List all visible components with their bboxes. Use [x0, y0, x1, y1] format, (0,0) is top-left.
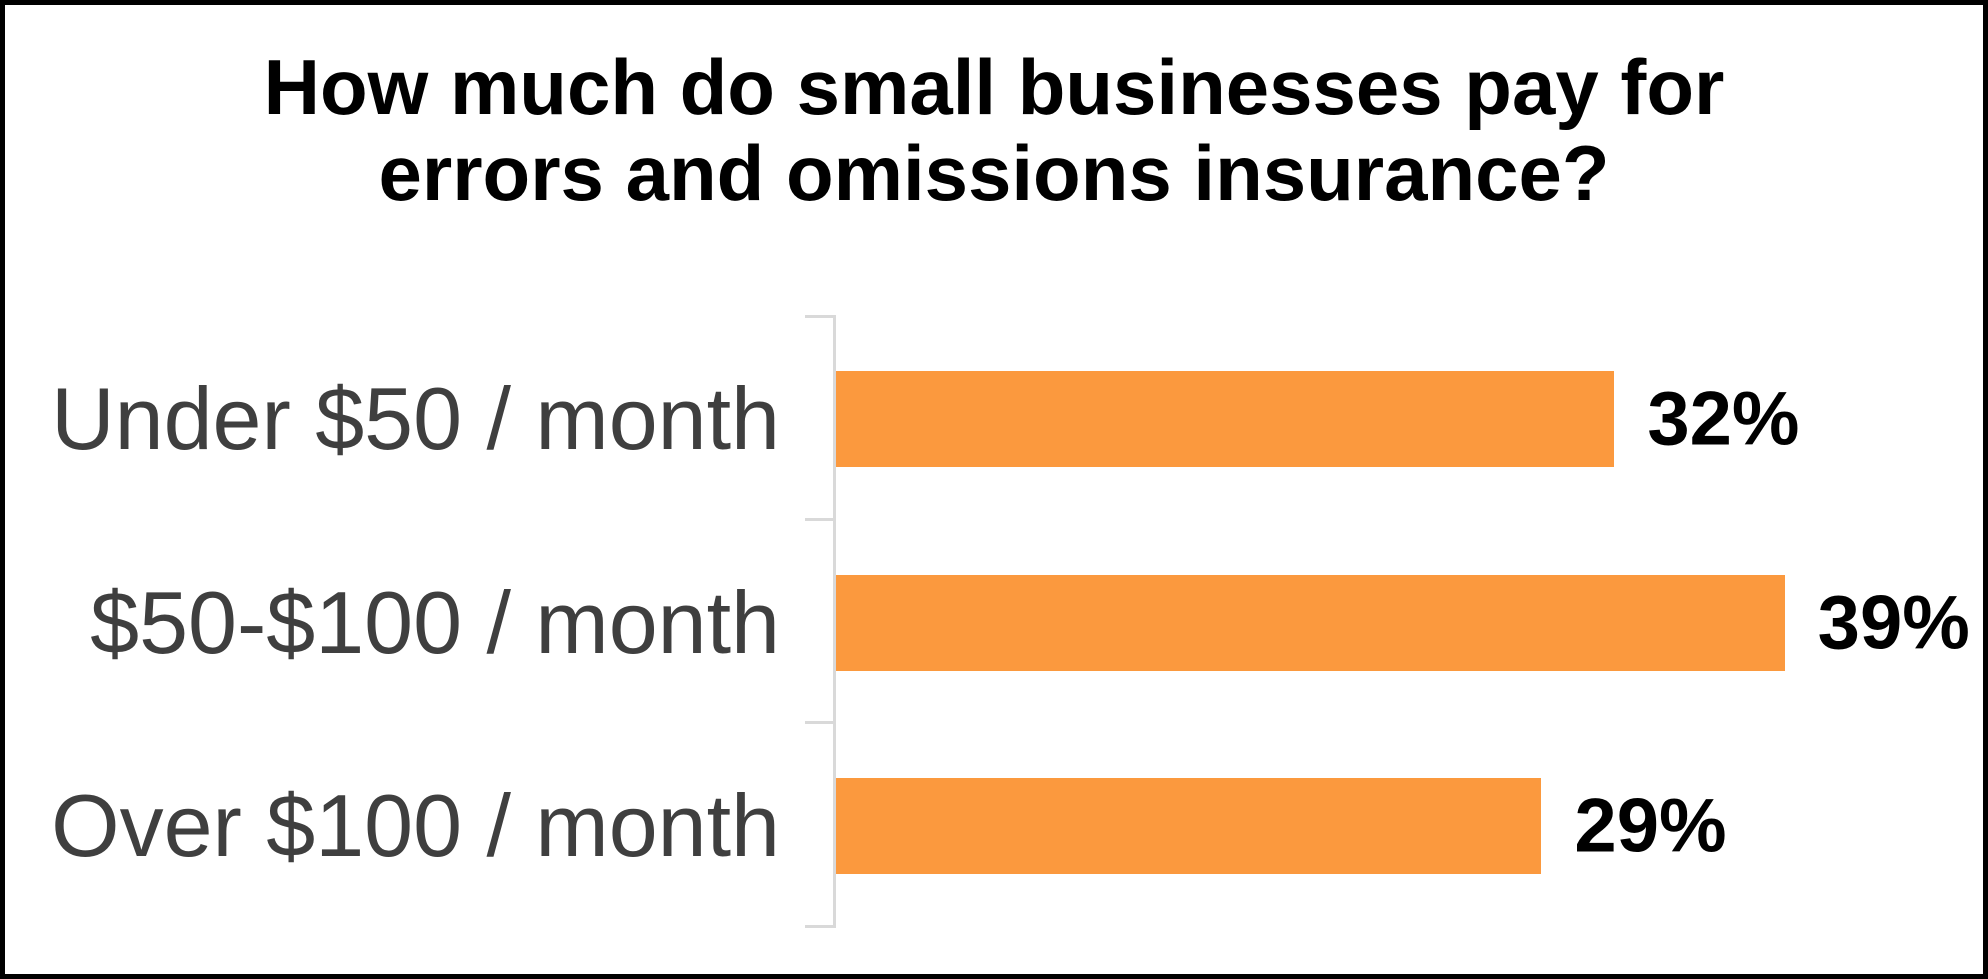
chart-title: How much do small businesses pay for err…: [0, 44, 1988, 216]
category-label-under-50-month: Under $50 / month: [51, 369, 780, 468]
axis-tick: [805, 925, 836, 928]
category-label-over-100-month: Over $100 / month: [51, 776, 780, 875]
category-axis-line: [833, 316, 836, 928]
value-label-over-100-month: 29%: [1574, 783, 1727, 869]
axis-tick: [805, 518, 836, 521]
axis-tick: [805, 721, 836, 724]
value-label-under-50-month: 32%: [1647, 376, 1800, 462]
value-label-50-100-month: 39%: [1817, 580, 1970, 666]
category-label-50-100-month: $50-$100 / month: [90, 573, 780, 672]
axis-tick: [805, 315, 836, 318]
chart-title-line-2: errors and omissions insurance?: [378, 129, 1610, 217]
bar-over-100-month: [836, 778, 1542, 874]
chart-title-line-1: How much do small businesses pay for: [263, 43, 1725, 131]
bar-under-50-month: [836, 371, 1615, 467]
bar-50-100-month: [836, 575, 1785, 671]
